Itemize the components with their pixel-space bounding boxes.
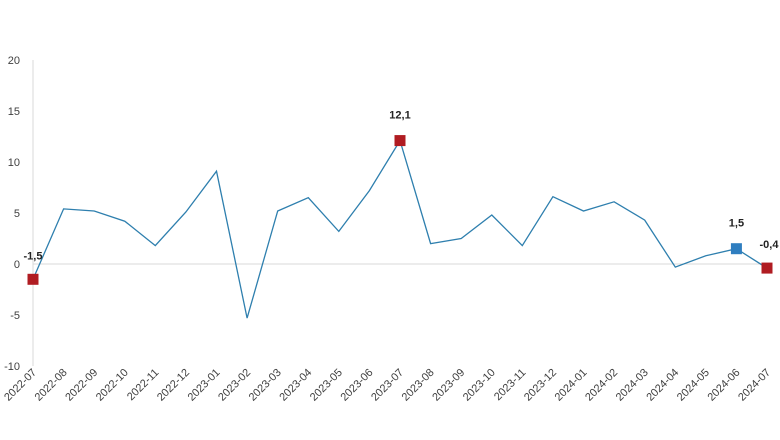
y-tick-label: 20 (8, 55, 20, 67)
highlight-marker (761, 262, 773, 274)
y-tick-label: -5 (10, 310, 20, 322)
highlight-markers: -1,5 12,1 1,5 -0,4 (24, 110, 780, 285)
highlight-marker (730, 243, 742, 255)
highlight-marker (27, 273, 39, 285)
y-tick-label: 10 (8, 157, 20, 169)
highlight-marker (394, 135, 406, 147)
data-label: 12,1 (389, 110, 410, 122)
data-label: 1,5 (729, 218, 744, 230)
y-tick-label: 0 (14, 259, 20, 271)
data-label: -1,5 (24, 250, 43, 262)
y-tick-label: -10 (4, 361, 20, 373)
data-label: -0,4 (760, 239, 780, 251)
y-axis: -10 -5 0 5 10 15 20 (4, 55, 767, 373)
y-tick-label: 5 (14, 208, 20, 220)
y-tick-label: 15 (8, 106, 20, 118)
